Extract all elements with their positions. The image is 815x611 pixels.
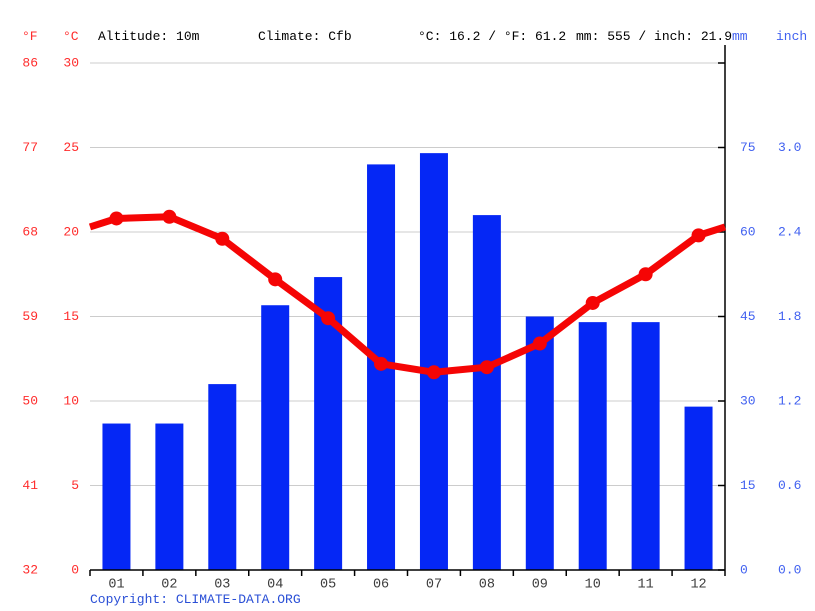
copyright-line: Copyright: CLIMATE-DATA.ORG (90, 592, 301, 607)
temp-axis-f-label: 50 (22, 393, 38, 408)
temperature-line (88, 213, 727, 376)
temperature-point (691, 228, 706, 243)
temp-axis-c-label: 25 (63, 140, 79, 155)
month-label: 09 (532, 578, 548, 593)
month-label: 10 (585, 578, 601, 593)
precip-axis-mm-label: 75 (740, 140, 756, 155)
temp-axis-f-label: 68 (22, 224, 38, 239)
precip-axis-mm-label: 60 (740, 224, 756, 239)
precip-axis-inch-label: 2.4 (778, 224, 802, 239)
mm-unit-label: mm (732, 29, 748, 44)
celsius-unit-label: °C (63, 29, 79, 44)
temperature-point (321, 311, 336, 326)
precip-axis-mm-label: 15 (740, 478, 756, 493)
precip-bar (208, 384, 237, 570)
month-label: 06 (373, 578, 389, 593)
temperature-summary-label: °C: 16.2 / °F: 61.2 (418, 29, 567, 44)
precip-axis-mm-label: 45 (740, 309, 756, 324)
temperature-point (532, 336, 547, 351)
month-label: 04 (267, 578, 283, 593)
temperature-point (162, 209, 177, 224)
precip-axis-inch-label: 3.0 (778, 140, 801, 155)
temp-axis-f-label: 41 (22, 478, 38, 493)
climate-data-link[interactable]: CLIMATE-DATA.ORG (175, 592, 301, 607)
temperature-point (268, 272, 283, 287)
temp-axis-c-label: 0 (71, 562, 79, 577)
precip-bar (419, 153, 448, 570)
month-label: 01 (108, 578, 124, 593)
precip-axis-mm-label: 0 (740, 562, 748, 577)
inch-unit-label: inch (776, 29, 808, 44)
precip-bar (155, 423, 184, 570)
month-label: 07 (426, 578, 442, 593)
month-label: 11 (638, 578, 654, 593)
temp-axis-f-label: 77 (22, 140, 38, 155)
precip-bar (525, 316, 554, 570)
temp-axis-c-label: 30 (63, 55, 79, 70)
month-label: 05 (320, 578, 336, 593)
precip-axis-inch-label: 1.8 (778, 309, 801, 324)
temp-axis-f-label: 32 (22, 562, 38, 577)
temperature-point (109, 211, 124, 226)
copyright-label: Copyright: (90, 592, 176, 607)
temperature-point (585, 295, 600, 310)
temperature-point (374, 356, 389, 371)
month-label: 12 (690, 578, 706, 593)
temp-axis-c-label: 15 (63, 309, 79, 324)
climate-label: Climate: Cfb (258, 29, 352, 44)
month-label: 02 (161, 578, 177, 593)
precip-bar (472, 215, 501, 570)
precip-bar (578, 322, 607, 570)
month-label: 08 (479, 578, 495, 593)
temp-axis-f-label: 86 (22, 55, 38, 70)
temp-axis-f-label: 59 (22, 309, 38, 324)
altitude-label: Altitude: 10m (98, 29, 200, 44)
temp-axis-c-label: 20 (63, 224, 79, 239)
precip-axis-mm-label: 30 (740, 393, 756, 408)
temperature-point (426, 365, 441, 380)
precip-bar (102, 423, 131, 570)
precip-axis-inch-label: 0.0 (778, 562, 801, 577)
temperature-point (215, 231, 230, 246)
month-label: 03 (214, 578, 230, 593)
temperature-point (638, 267, 653, 282)
precip-bar (631, 322, 660, 570)
temp-axis-c-label: 5 (71, 478, 79, 493)
precip-axis-inch-label: 0.6 (778, 478, 801, 493)
temp-axis-c-label: 10 (63, 393, 79, 408)
precipitation-summary-label: mm: 555 / inch: 21.9 (576, 29, 733, 44)
precip-axis-inch-label: 1.2 (778, 393, 801, 408)
fahrenheit-unit-label: °F (22, 29, 38, 44)
precip-bar (684, 406, 713, 570)
temperature-point (479, 360, 494, 375)
precip-bar (261, 305, 290, 570)
